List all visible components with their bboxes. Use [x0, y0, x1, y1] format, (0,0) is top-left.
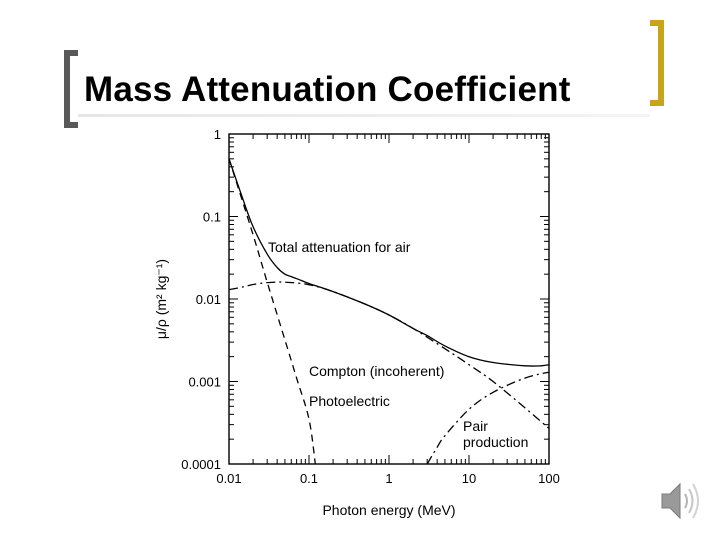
- title-bracket-right: [650, 20, 664, 106]
- y-tick-label: 1: [214, 127, 221, 142]
- series-line-1: [228, 281, 550, 429]
- x-tick-label: 0.1: [300, 471, 318, 486]
- tick-labels: 0.01 0.1 1 10 100 0.0001 0.001 0.01 0.1 1: [181, 127, 560, 486]
- annotation-production: production: [463, 434, 528, 450]
- annotation-compton: Compton (incoherent): [309, 363, 444, 379]
- x-tick-label: 10: [462, 471, 476, 486]
- y-tick-label: 0.1: [203, 210, 221, 225]
- plot-frame: [228, 133, 550, 465]
- y-tick-label: 0.001: [188, 375, 221, 390]
- slide-title: Mass Attenuation Coefficient: [84, 70, 571, 109]
- x-tick-label: 1: [385, 471, 392, 486]
- series-line-0: [228, 158, 550, 367]
- x-tick-label: 0.01: [216, 471, 241, 486]
- y-tick-label: 0.0001: [181, 457, 221, 472]
- curves: [228, 158, 550, 465]
- series-line-3: [426, 371, 550, 465]
- annotation-total: Total attenuation for air: [268, 239, 411, 255]
- series-line-2: [228, 158, 316, 465]
- speaker-icon[interactable]: [656, 476, 706, 526]
- minor-major-ticks: [228, 133, 550, 465]
- annotation-photoelectric: Photoelectric: [309, 393, 390, 409]
- x-tick-label: 100: [538, 471, 560, 486]
- title-bracket-left: [64, 50, 78, 128]
- title-underline: [78, 114, 650, 117]
- annotation-pair: Pair: [463, 418, 488, 434]
- x-axis-label: Photon energy (MeV): [322, 502, 455, 518]
- y-axis-label: μ/ρ (m² kg⁻¹): [153, 259, 169, 339]
- y-tick-label: 0.01: [196, 292, 221, 307]
